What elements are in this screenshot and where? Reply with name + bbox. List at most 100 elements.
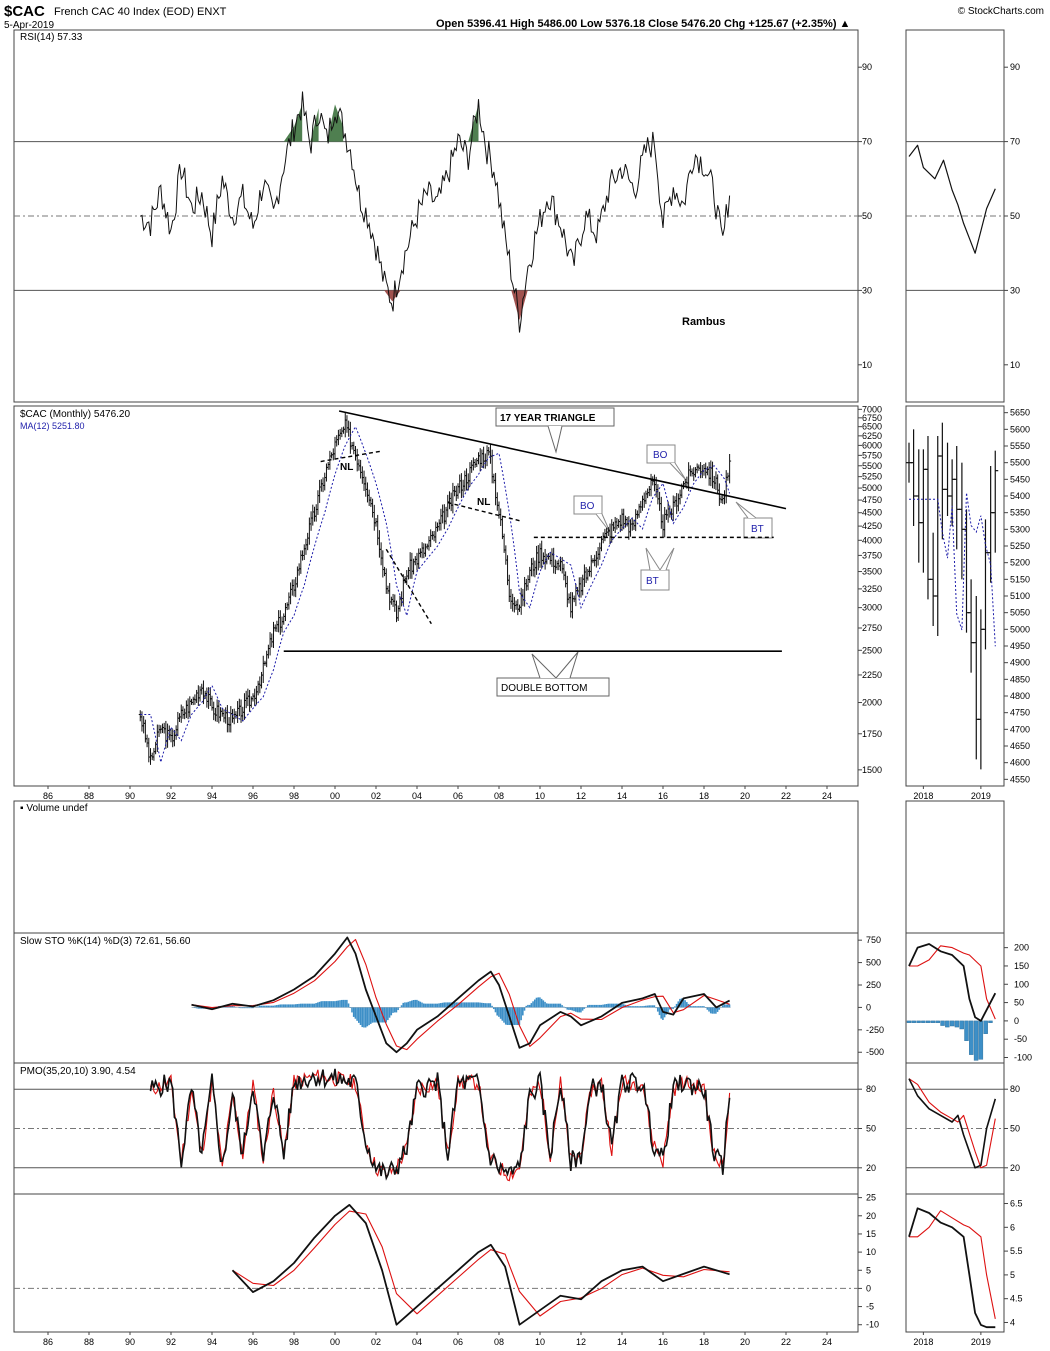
bt-label-2: BT (646, 576, 659, 587)
price-ytick-label: 4250 (862, 521, 882, 531)
x-tick-label: 14 (617, 791, 627, 801)
macd-histogram-bar (293, 1004, 295, 1007)
macd-mini-histogram-bar (960, 1021, 964, 1029)
price-ytick-label: 1750 (862, 729, 882, 739)
macd-histogram-bar (326, 1001, 328, 1007)
macd-histogram-bar (474, 1002, 476, 1007)
x-tick-label: 10 (535, 791, 545, 801)
macd-histogram-bar (496, 1007, 498, 1015)
x-tick-label: 96 (248, 791, 258, 801)
macd-histogram-bar (322, 1001, 324, 1007)
macd-histogram-bar (194, 1007, 196, 1008)
macd-histogram-bar (592, 1005, 594, 1008)
macd-histogram-bar (339, 1000, 341, 1007)
price-mini-ytick-label: 5100 (1010, 591, 1030, 601)
macd-histogram-bar (613, 1004, 615, 1008)
x-tick-label: 20 (740, 1337, 750, 1346)
x-tick-label: 98 (289, 791, 299, 801)
macd-mini-histogram-bar (955, 1021, 959, 1027)
pmo-ytick-label: -5 (866, 1302, 874, 1312)
pmo-line (233, 1205, 730, 1325)
macd-histogram-bar (539, 997, 541, 1007)
macd-histogram-bar (577, 1007, 579, 1012)
macd-histogram-bar (710, 1007, 712, 1013)
macd-histogram-bar (478, 1002, 480, 1007)
macd-histogram-bar (320, 1001, 322, 1007)
macd-histogram-bar (379, 1007, 381, 1022)
macd-histogram-bar (233, 1006, 235, 1007)
x-tick-label: 04 (412, 1337, 422, 1346)
volume-mini-frame (906, 801, 1004, 933)
macd-histogram-bar (324, 1001, 326, 1007)
rsi-overbought-fill (310, 108, 318, 141)
price-mini-ytick-label: 5150 (1010, 574, 1030, 584)
macd-histogram-bar (529, 1005, 531, 1008)
trend-dashed-line (386, 549, 431, 624)
macd-histogram-bar (650, 1005, 652, 1007)
macd-histogram-bar (319, 1002, 321, 1008)
macd-mini-histogram-bar (921, 1021, 925, 1023)
macd-histogram-bar (544, 1002, 546, 1008)
macd-histogram-bar (495, 1007, 497, 1012)
macd-histogram-bar (250, 1007, 252, 1008)
macd-histogram-bar (240, 1007, 242, 1008)
price-ytick-label: 6750 (862, 413, 882, 423)
macd-histogram-bar (355, 1007, 357, 1018)
macd-histogram-bar (590, 1005, 592, 1008)
price-mini-ytick-label: 4650 (1010, 741, 1030, 751)
x-tick-label: 06 (453, 791, 463, 801)
macd-histogram-bar (546, 1003, 548, 1007)
nl-label-1: NL (340, 462, 353, 473)
rsi-legend: RSI(14) 57.33 (20, 32, 83, 43)
macd-histogram-bar (476, 1002, 478, 1007)
macd-mini-histogram-bar (950, 1021, 954, 1026)
macd-histogram-bar (712, 1007, 714, 1013)
x-tick-label: 24 (822, 1337, 832, 1346)
macd-histogram-bar (667, 1007, 669, 1012)
macd-histogram-bar (271, 1006, 273, 1008)
volume-legend: ▪ Volume undef (20, 803, 88, 814)
macd-histogram-bar (700, 1006, 702, 1007)
macd-histogram-bar (654, 1005, 656, 1007)
macd-mini-histogram-bar (941, 1021, 945, 1026)
macd-histogram-bar (524, 1007, 526, 1010)
macd-histogram-bar (396, 1007, 398, 1012)
macd-histogram-bar (300, 1004, 302, 1008)
price-ytick-label: 7000 (862, 404, 882, 414)
macd-histogram-bar (438, 1003, 440, 1007)
macd-mini-ytick-label: 150 (1014, 961, 1029, 971)
macd-histogram-bar (356, 1007, 358, 1020)
sto-ytick-label: 50 (866, 1124, 876, 1134)
chart-date: 5-Apr-2019 (4, 20, 54, 31)
macd-histogram-bar (199, 1007, 201, 1008)
macd-histogram-bar (563, 1007, 565, 1008)
macd-histogram-bar (291, 1004, 293, 1007)
annotation-layer: Rambus 17 YEAR TRIANGLE NL NL BO BO BT B… (340, 316, 772, 696)
macd-mini-histogram-bar (931, 1021, 935, 1023)
macd-histogram-bar (560, 1004, 562, 1008)
sto-legend: PMO(35,20,10) 3.90, 4.54 (20, 1066, 136, 1077)
macd-histogram-bar (420, 1002, 422, 1008)
price-mini-ytick-label: 4850 (1010, 674, 1030, 684)
rsi-mini-ytick-label: 70 (1010, 137, 1020, 147)
macd-histogram-bar (252, 1007, 254, 1008)
macd-mini-histogram-bar (912, 1021, 916, 1023)
rsi-mini-ytick-label: 50 (1010, 211, 1020, 221)
macd-ytick-label: -500 (866, 1047, 884, 1057)
price-mini-ytick-label: 5250 (1010, 541, 1030, 551)
macd-histogram-bar (274, 1005, 276, 1007)
macd-histogram-bar (691, 1006, 693, 1007)
macd-histogram-bar (554, 1004, 556, 1008)
macd-histogram-bar (573, 1007, 575, 1011)
pmo-mini-frame (906, 1194, 1004, 1332)
price-ytick-label: 2000 (862, 698, 882, 708)
pmo-mini-ytick-label: 6.5 (1010, 1199, 1023, 1209)
macd-histogram-bar (642, 1006, 644, 1007)
macd-histogram-bar (279, 1004, 281, 1007)
macd-histogram-bar (344, 1000, 346, 1008)
macd-histogram-bar (578, 1007, 580, 1012)
macd-histogram-bar (312, 1004, 314, 1008)
nl-label-2: NL (477, 497, 490, 508)
price-ytick-label: 1500 (862, 765, 882, 775)
x-tick-label: 14 (617, 1337, 627, 1346)
